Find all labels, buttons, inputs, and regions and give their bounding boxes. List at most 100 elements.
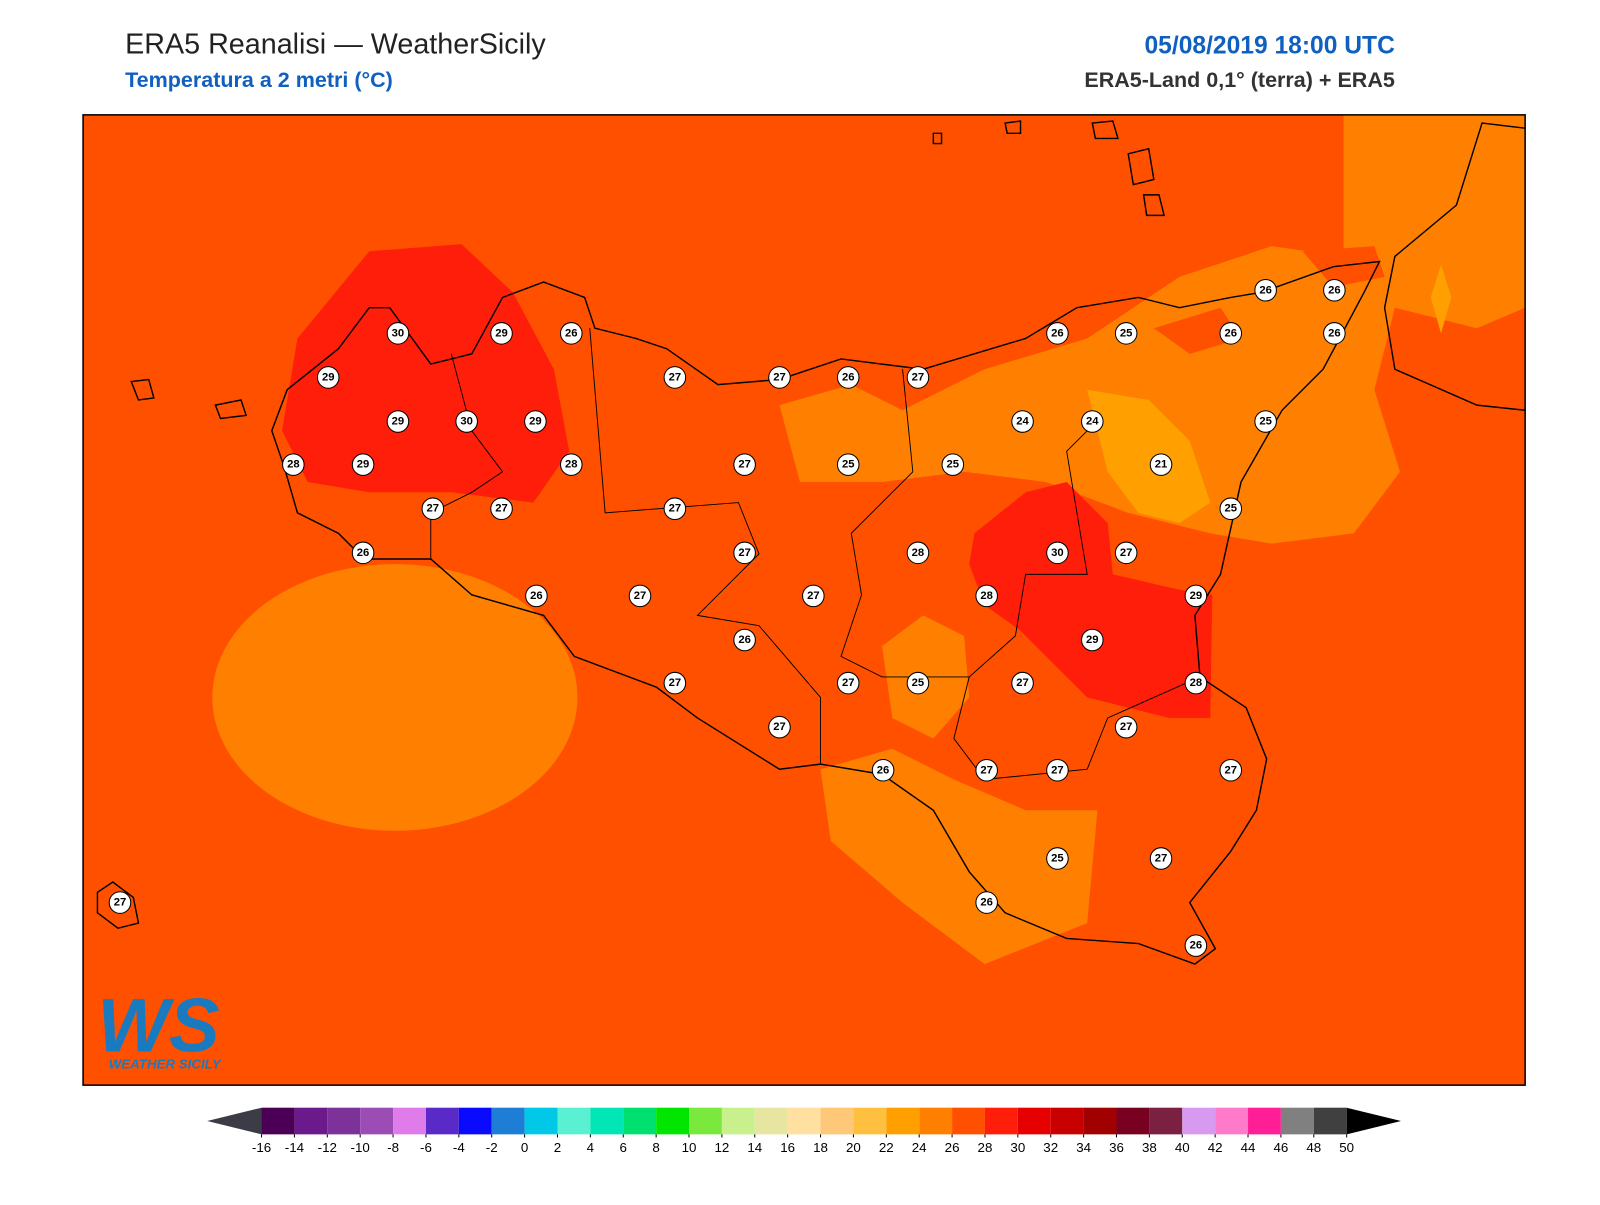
coastline xyxy=(96,120,1526,965)
station-marker xyxy=(871,758,895,782)
station-value: 27 xyxy=(495,503,508,515)
station-marker xyxy=(1323,278,1346,302)
colorbar-tick-label: 8 xyxy=(652,1140,659,1155)
colorbar-bin xyxy=(360,1107,394,1135)
colorbar-bin xyxy=(425,1107,459,1135)
station-value: 27 xyxy=(114,897,127,909)
colorbar-tick-label: 48 xyxy=(1306,1140,1321,1155)
station-value: 25 xyxy=(1259,416,1272,428)
station-marker xyxy=(560,322,583,345)
station-value: 27 xyxy=(1120,547,1133,559)
station-value: 26 xyxy=(565,327,578,339)
station-value: 26 xyxy=(1328,284,1341,296)
station-value: 28 xyxy=(1190,677,1203,689)
colorbar-bin xyxy=(820,1107,854,1135)
station-value: 30 xyxy=(392,327,405,339)
colorbar-bin xyxy=(689,1107,722,1135)
colorbar-bin xyxy=(557,1107,591,1135)
station-marker xyxy=(490,322,513,345)
colorbar-bin xyxy=(491,1107,525,1135)
station-marker xyxy=(733,541,756,565)
station-marker xyxy=(1323,322,1346,345)
station-marker xyxy=(1114,715,1138,739)
station-marker xyxy=(1149,453,1173,476)
station-marker xyxy=(386,322,410,345)
colorbar-bin xyxy=(1280,1107,1314,1135)
station-value: 26 xyxy=(1225,327,1238,339)
station-marker xyxy=(802,584,825,608)
logo-mark: WS xyxy=(97,983,219,1068)
colorbar-bin xyxy=(721,1107,755,1135)
station-marker xyxy=(906,366,930,389)
colorbar-tick-label: 46 xyxy=(1273,1140,1288,1155)
colorbar-tick-label: 38 xyxy=(1142,1140,1157,1155)
station-marker xyxy=(351,453,375,476)
colorbar-bin xyxy=(458,1107,492,1135)
station-marker xyxy=(490,497,513,520)
colorbar-bin xyxy=(1149,1107,1183,1135)
station-marker xyxy=(560,453,583,476)
colorbar-tick-label: -10 xyxy=(351,1140,370,1155)
station-marker xyxy=(628,584,652,608)
field-area xyxy=(1153,246,1385,354)
colorbar-bin xyxy=(524,1107,558,1135)
colorbar-tick-label: -2 xyxy=(486,1140,498,1155)
colorbar-tick-label: 0 xyxy=(521,1140,528,1155)
station-value: 26 xyxy=(1051,327,1064,339)
station-value: 27 xyxy=(669,371,682,383)
colorbar-bin xyxy=(787,1107,821,1135)
station-marker xyxy=(1081,628,1104,652)
colorbar-tick-label: -16 xyxy=(252,1140,271,1155)
station-value: 26 xyxy=(1190,940,1203,952)
station-value: 27 xyxy=(1016,677,1029,689)
colorbar-bin xyxy=(886,1107,920,1135)
colorbar-tick-label: -14 xyxy=(285,1140,305,1155)
station-value: 24 xyxy=(1016,416,1029,428)
field-area xyxy=(1400,358,1526,421)
station-marker xyxy=(1219,758,1243,782)
station-value: 25 xyxy=(1051,852,1064,864)
station-value: 28 xyxy=(287,459,300,471)
station-marker xyxy=(1114,541,1138,565)
station-marker xyxy=(663,671,687,695)
station-value: 27 xyxy=(634,590,647,602)
colorbar-tick-label: 34 xyxy=(1076,1140,1091,1155)
station-marker xyxy=(1046,847,1069,870)
colorbar-tick-label: 2 xyxy=(554,1140,561,1155)
station-marker xyxy=(1219,322,1243,345)
field-area xyxy=(779,114,1526,544)
field-area xyxy=(969,482,1213,718)
station-marker xyxy=(1184,671,1208,695)
station-marker xyxy=(941,453,965,476)
station-value: 27 xyxy=(773,721,786,733)
colorbar-tick-label: 42 xyxy=(1208,1140,1223,1155)
station-value: 29 xyxy=(529,416,542,428)
station-marker xyxy=(1254,410,1277,433)
station-value: 26 xyxy=(1259,284,1272,296)
station-marker xyxy=(525,584,548,608)
station-value: 27 xyxy=(669,503,682,515)
station-marker xyxy=(1046,758,1069,782)
station-marker xyxy=(1046,541,1069,565)
station-marker xyxy=(386,410,410,433)
station-value: 28 xyxy=(980,590,993,602)
station-marker xyxy=(768,715,791,739)
station-marker xyxy=(836,671,860,695)
station-marker xyxy=(975,758,998,782)
station-marker xyxy=(733,453,756,476)
station-value: 27 xyxy=(738,459,751,471)
colorbar-bin xyxy=(1313,1107,1347,1135)
station-marker xyxy=(1219,497,1243,520)
station-value: 25 xyxy=(947,459,960,471)
station-value: 29 xyxy=(392,416,405,428)
colorbar-tick-label: 22 xyxy=(879,1140,894,1155)
station-value: 27 xyxy=(912,371,925,383)
colorbar-tick-label: 24 xyxy=(912,1140,927,1155)
colorbar-tick-label: -4 xyxy=(453,1140,465,1155)
station-value: 26 xyxy=(1328,327,1341,339)
colorbar-bin xyxy=(1017,1107,1051,1135)
colorbar-bin xyxy=(327,1107,361,1135)
station-value: 29 xyxy=(357,459,370,471)
colorbar-tick-label: 18 xyxy=(813,1140,828,1155)
station-value: 26 xyxy=(530,590,543,602)
